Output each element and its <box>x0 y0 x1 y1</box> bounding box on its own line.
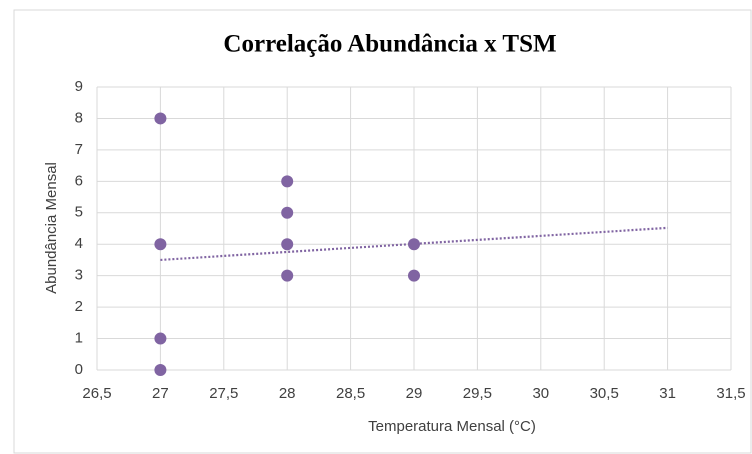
x-axis-title: Temperatura Mensal (°C) <box>368 418 536 435</box>
data-point <box>408 269 420 282</box>
y-tick-label: 8 <box>75 109 83 126</box>
data-point <box>154 112 167 125</box>
x-tick-label: 26,5 <box>82 385 111 402</box>
y-tick-label: 2 <box>75 298 83 315</box>
x-tick-label: 27 <box>152 385 169 402</box>
y-tick-label: 7 <box>75 141 83 158</box>
data-point <box>281 238 294 251</box>
y-tick-label: 3 <box>75 267 83 284</box>
y-tick-label: 5 <box>75 204 83 221</box>
chart-title: Correlação Abundância x TSM <box>223 31 556 58</box>
x-tick-label: 29,5 <box>463 385 492 402</box>
x-tick-label: 28 <box>279 385 296 402</box>
x-tick-label: 28,5 <box>336 385 365 402</box>
x-tick-label: 29 <box>406 385 423 402</box>
y-tick-label: 4 <box>75 235 83 252</box>
data-point <box>154 364 167 376</box>
data-point <box>154 332 167 345</box>
y-tick-label: 9 <box>75 78 83 95</box>
x-tick-label: 31,5 <box>716 385 745 402</box>
data-point <box>281 269 294 282</box>
y-axis-title: Abundância Mensal <box>43 162 60 294</box>
y-tick-label: 0 <box>75 361 83 378</box>
y-tick-label: 1 <box>75 330 83 347</box>
x-tick-label: 30 <box>532 385 549 402</box>
x-tick-label: 31 <box>659 385 676 402</box>
y-tick-label: 6 <box>75 172 83 189</box>
data-point <box>154 238 167 251</box>
trendline <box>160 226 668 262</box>
data-point <box>281 175 294 188</box>
data-point <box>281 206 294 219</box>
data-point <box>408 238 420 251</box>
chart-border <box>13 9 752 454</box>
x-tick-label: 27,5 <box>209 385 238 402</box>
x-tick-label: 30,5 <box>590 385 619 402</box>
